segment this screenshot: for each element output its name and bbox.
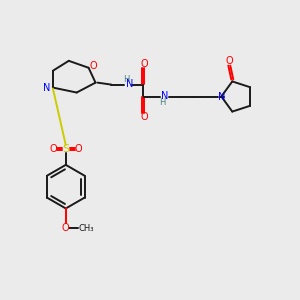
Text: H: H: [123, 75, 129, 84]
Text: O: O: [62, 223, 70, 233]
Text: N: N: [43, 82, 51, 93]
Text: O: O: [140, 112, 148, 122]
Text: CH₃: CH₃: [79, 224, 94, 233]
Text: N: N: [161, 91, 169, 100]
Text: H: H: [159, 98, 165, 107]
Text: O: O: [90, 61, 97, 71]
Text: O: O: [75, 144, 82, 154]
Text: N: N: [125, 79, 133, 88]
Text: S: S: [62, 144, 69, 154]
Text: O: O: [226, 56, 233, 66]
Text: N: N: [218, 92, 225, 101]
Text: O: O: [140, 59, 148, 69]
Text: O: O: [49, 144, 57, 154]
